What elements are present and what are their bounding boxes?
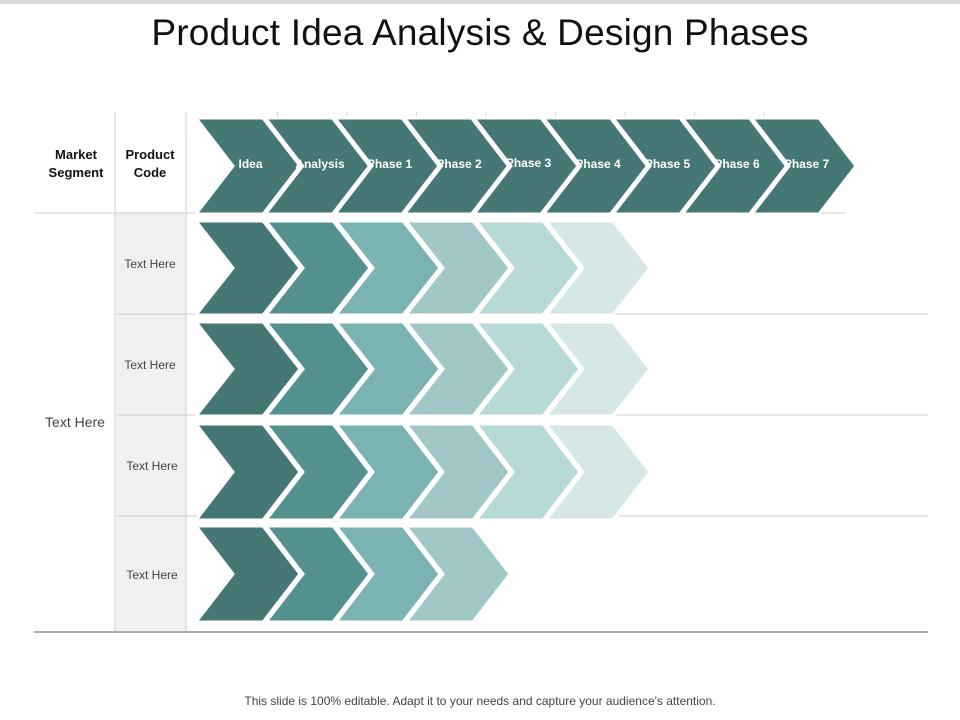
step-chevron bbox=[542, 219, 652, 317]
slide-title: Product Idea Analysis & Design Phases bbox=[151, 12, 809, 53]
phase-chevron bbox=[192, 116, 302, 216]
footer-note: This slide is 100% editable. Adapt it to… bbox=[244, 694, 716, 708]
product-code-header-line2: Code bbox=[134, 165, 167, 180]
step-chevron bbox=[472, 320, 582, 418]
phase-label: Phase 4 bbox=[575, 157, 621, 171]
step-chevron bbox=[192, 524, 302, 624]
step-chevron bbox=[262, 219, 372, 317]
market-segment-header-line1: Market bbox=[55, 147, 98, 162]
product-code-header-line1: Product bbox=[125, 147, 175, 162]
phase-chevron bbox=[401, 116, 511, 216]
phase-label: Idea bbox=[238, 157, 262, 171]
product-code-column-bg bbox=[116, 213, 186, 631]
phase-chevron bbox=[748, 116, 858, 216]
row-label-3: Text Here bbox=[126, 459, 178, 473]
step-chevron bbox=[402, 219, 512, 317]
market-segment-value: Text Here bbox=[45, 414, 105, 430]
step-chevron bbox=[542, 320, 652, 418]
market-segment-header-line2: Segment bbox=[49, 165, 105, 180]
phase-label: Phase 2 bbox=[436, 157, 482, 171]
step-chevron bbox=[262, 422, 372, 522]
phase-chevron bbox=[609, 116, 719, 216]
step-chevron bbox=[192, 219, 302, 317]
step-chevron bbox=[472, 422, 582, 522]
row-label-2: Text Here bbox=[124, 358, 176, 372]
step-chevron bbox=[262, 524, 372, 624]
phase-label: Phase 3 bbox=[506, 156, 552, 170]
step-chevron bbox=[192, 422, 302, 522]
step-chevron bbox=[402, 422, 512, 522]
phase-chevron bbox=[331, 116, 441, 216]
step-chevron bbox=[332, 219, 442, 317]
phase-label: Phase 1 bbox=[367, 157, 413, 171]
step-chevron bbox=[402, 320, 512, 418]
step-chevron bbox=[192, 320, 302, 418]
phase-label: Phase 7 bbox=[784, 157, 830, 171]
step-chevron bbox=[472, 219, 582, 317]
step-chevron bbox=[262, 320, 372, 418]
phase-chevron bbox=[262, 116, 372, 216]
top-border bbox=[0, 0, 960, 4]
phase-label: Phase 5 bbox=[645, 157, 691, 171]
row-label-1: Text Here bbox=[124, 257, 176, 271]
step-chevron bbox=[402, 524, 512, 624]
phase-chevron bbox=[540, 116, 650, 216]
step-chevron bbox=[332, 320, 442, 418]
phase-chevron bbox=[470, 116, 580, 216]
phase-label: Phase 6 bbox=[714, 157, 760, 171]
phase-chevron bbox=[679, 116, 789, 216]
step-chevron bbox=[332, 524, 442, 624]
phase-label: Analysis bbox=[295, 157, 345, 171]
row-label-4: Text Here bbox=[126, 568, 178, 582]
step-chevron bbox=[332, 422, 442, 522]
step-chevron bbox=[542, 422, 652, 522]
